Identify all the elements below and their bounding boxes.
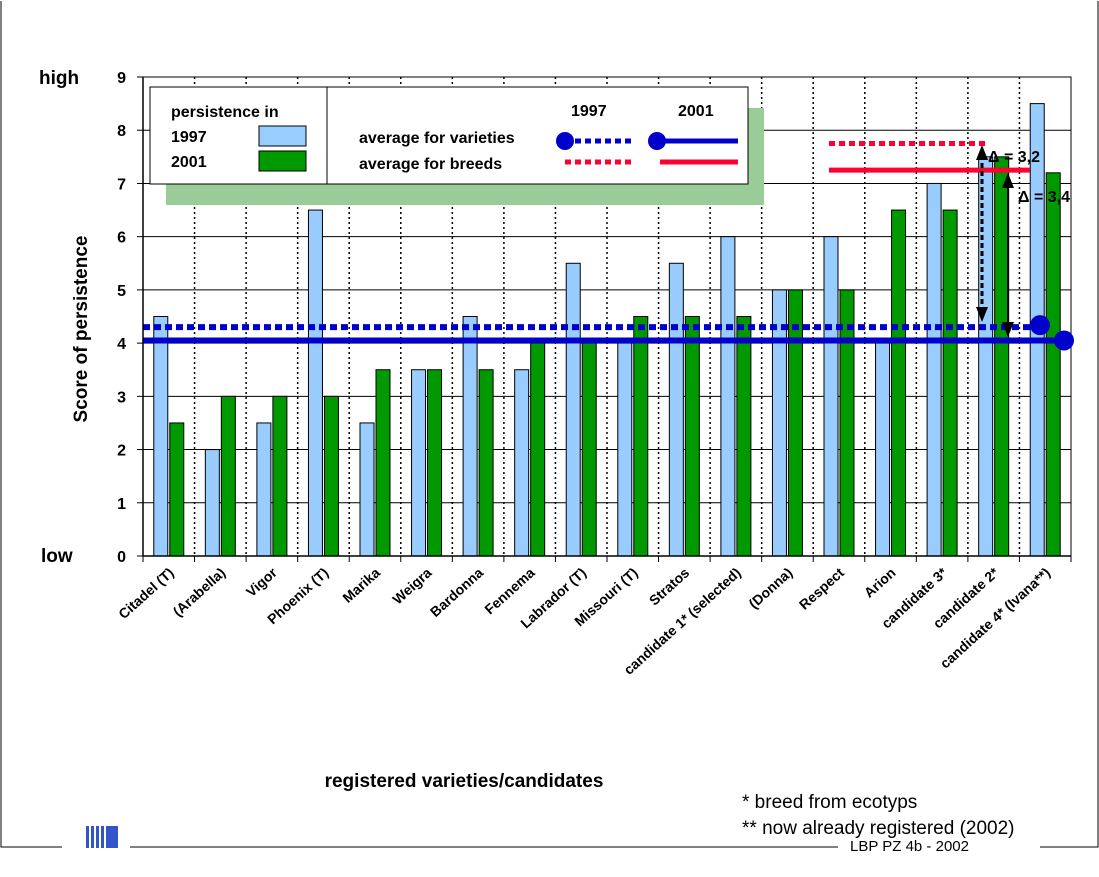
y-low-label: low [41,546,73,567]
x-category-label-13: (Donna) [745,564,795,611]
bar-1997-6 [411,369,427,557]
delta-label-2: Δ = 3,4 [1018,189,1070,206]
bar-2001-9 [581,342,597,557]
bar-1997-14 [823,236,839,557]
y-axis-title: Score of persistence [71,236,92,423]
x-category-label-7: Bardonna [427,564,486,620]
slide-frame [0,1,1099,848]
bar-2001-15 [891,209,907,557]
legend-entry-1997: 1997 [171,129,207,146]
bar-2001-7 [478,369,494,557]
bar-1997-8 [514,369,530,557]
bar-1997-5 [359,422,375,557]
legend-box [149,86,749,185]
y-tick-label: 9 [117,70,126,87]
bar-1997-3 [256,422,272,557]
bar-1997-16 [926,182,942,557]
y-tick-label: 3 [117,389,126,406]
y-tick-label: 2 [117,443,126,460]
x-category-label-15: Arion [861,564,899,600]
bar-2001-10 [633,316,649,557]
legend-line-varieties: average for varieties [359,130,515,147]
bar-2001-16 [942,209,958,557]
legend-varieties-2001-marker [648,132,666,150]
bar-1997-12 [720,236,736,557]
bar-2001-5 [375,369,391,557]
x-category-label-11: Stratos [646,564,693,608]
legend-col-2001: 2001 [678,103,714,120]
footnote-registered: ** now already registered (2002) [742,818,1015,839]
bar-1997-7 [462,316,478,557]
y-tick-label: 0 [117,549,126,566]
legend: persistence in 1997 2001 1997 2001 avera… [149,86,764,205]
legend-entry-2001: 2001 [171,154,207,171]
bar-1997-9 [565,262,581,557]
x-axis-title: registered varieties/candidates [325,771,604,792]
ref-marker-varieties-1997 [1030,315,1050,336]
bar-2001-2 [220,395,236,557]
delta-annotations: Δ = 3,2 Δ = 3,4 [976,145,1070,337]
bar-1997-4 [307,209,323,557]
axes [137,76,1072,562]
bar-2001-11 [684,316,700,557]
y-tick-label: 4 [117,336,126,353]
x-category-label-14: Respect [796,564,847,613]
y-tick-label: 1 [117,496,126,513]
legend-line-breeds: average for breeds [359,156,502,173]
y-tick-label: 8 [117,123,126,140]
y-tick-labels: 0 1 2 3 4 5 6 7 8 9 [117,70,126,566]
bar-2001-1 [169,422,185,557]
bar-2001-3 [272,395,288,557]
x-category-label-5: Marika [339,564,383,606]
ref-marker-varieties-2001 [1054,330,1074,351]
bar-2001-12 [736,316,752,557]
bar-1997-17 [978,156,994,557]
legend-swatch-2001 [258,150,307,172]
legend-varieties-1997-marker [556,132,574,150]
x-category-label-3: Vigor [243,564,281,600]
y-tick-label: 5 [117,283,126,300]
reference-lines [143,141,1074,351]
y-high-label: high [39,68,79,89]
legend-swatch-1997 [258,125,307,147]
bar-1997-1 [153,316,169,557]
bar-1997-10 [617,342,633,557]
bar-1997-15 [875,342,891,557]
legend-col-1997: 1997 [571,103,607,120]
bar-2001-17 [994,156,1010,557]
bar-2001-4 [323,395,339,557]
x-category-label-1: Citadel (T) [115,564,177,622]
legend-title: persistence in [171,104,279,121]
y-tick-label: 7 [117,176,126,193]
y-tick-label: 6 [117,230,126,247]
footnote-ecotyps: * breed from ecotyps [742,792,918,813]
bar-2001-6 [427,369,443,557]
logo-icon [86,826,118,848]
x-category-label-2: (Arabella) [170,564,229,619]
bar-1997-2 [204,449,220,557]
bar-2001-8 [530,342,546,557]
delta-label-1: Δ = 3,2 [988,149,1040,166]
slide-id: LBP PZ 4b - 2002 [846,838,973,855]
bar-2001-18 [1045,172,1061,557]
x-category-label-6: Weigra [389,564,434,607]
bar-1997-11 [668,262,684,557]
